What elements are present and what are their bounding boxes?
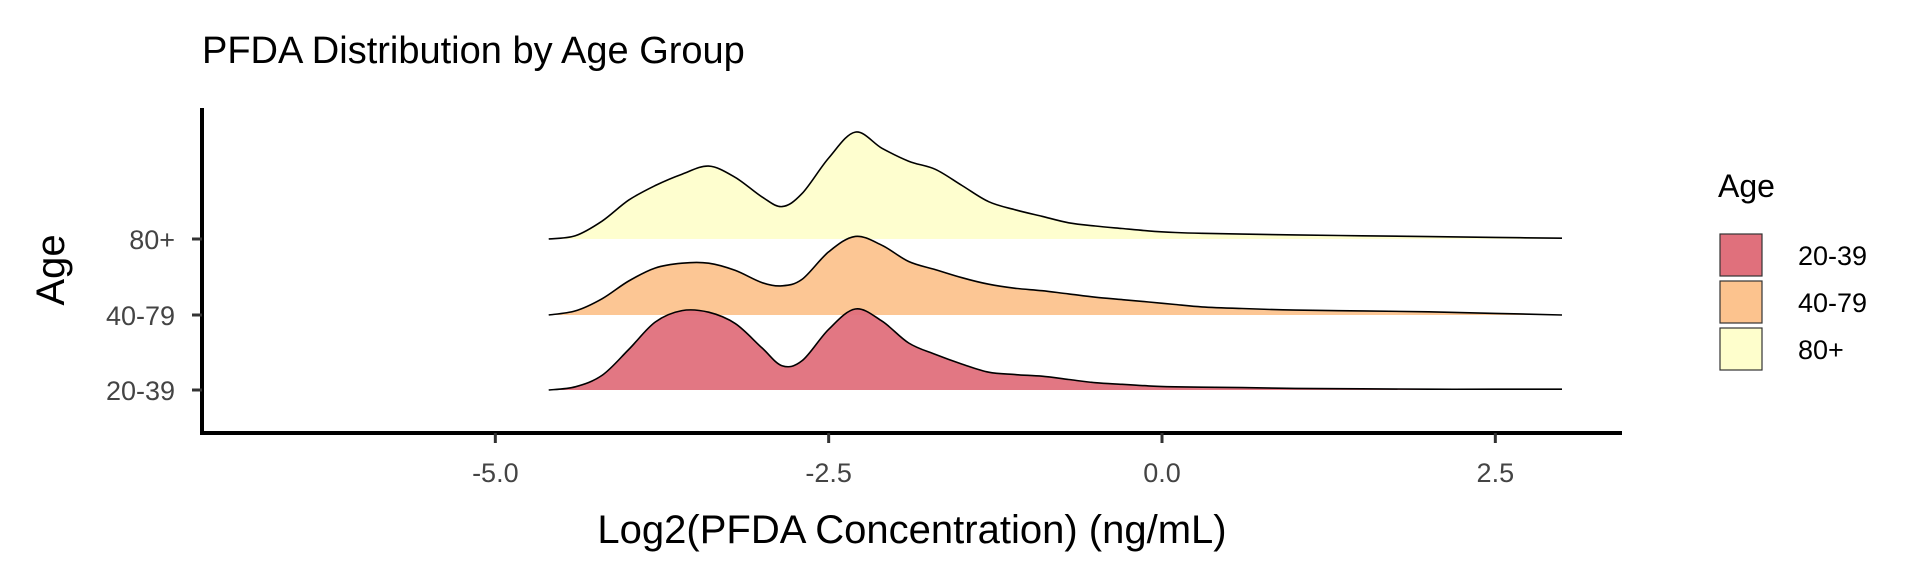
ridge-area-20-39 [548,308,1562,390]
legend-swatch-20-39 [1719,233,1763,277]
x-axis-title: Log2(PFDA Concentration) (ng/mL) [597,508,1226,552]
ridge-line-20-39 [548,308,1562,391]
legend-label-80+: 80+ [1798,335,1844,365]
chart-title: PFDA Distribution by Age Group [202,30,745,72]
legend-label-20-39: 20-39 [1798,241,1867,271]
legend-swatch-40-79 [1719,280,1763,324]
y-tick-label-20-39: 20-39 [106,376,175,406]
legend: Age 20-39 40-79 80+ [1718,168,1867,371]
y-tick-label-40-79: 40-79 [106,301,175,331]
x-tick-label: -2.5 [805,458,852,488]
legend-label-40-79: 40-79 [1798,288,1867,318]
legend-title: Age [1718,168,1775,204]
ridges-layer [548,131,1563,391]
ridge-line-40-79 [548,235,1563,316]
x-tick-label: 0.0 [1143,458,1181,488]
ridge-line-80+ [548,131,1563,240]
x-tick-label: 2.5 [1477,458,1515,488]
x-axis-ticks: -5.0 -2.5 0.0 2.5 [472,433,1514,488]
ridge-area-80+ [548,131,1562,239]
y-axis-ticks: 20-39 40-79 80+ [106,225,202,406]
legend-swatch-80+ [1719,327,1763,371]
y-tick-label-80+: 80+ [129,225,175,255]
y-axis-title: Age [29,234,73,305]
x-tick-label: -5.0 [472,458,519,488]
ridge-area-40-79 [548,236,1562,315]
